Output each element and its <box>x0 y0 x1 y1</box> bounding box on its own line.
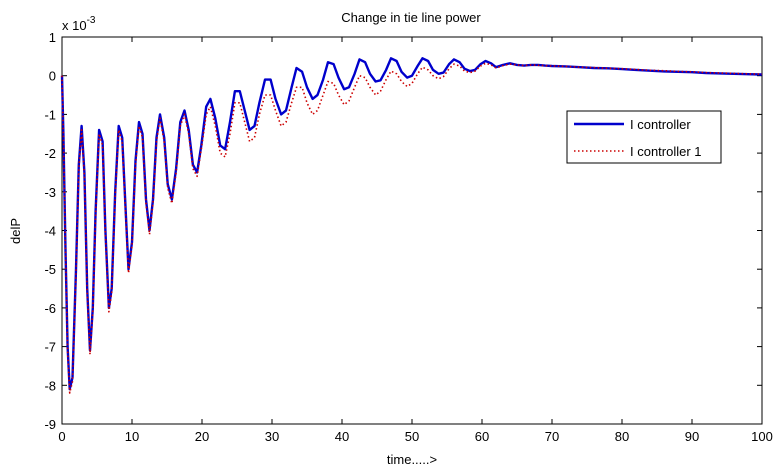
x-tick-label: 60 <box>475 429 489 444</box>
y-tick-label: 0 <box>49 69 56 84</box>
x-tick-label: 20 <box>195 429 209 444</box>
y-ticks: 1 0 -1 -2 -3 -4 -5 -6 -7 -8 -9 <box>44 30 762 432</box>
x-tick-label: 30 <box>265 429 279 444</box>
x-axis-label: time.....> <box>387 452 437 467</box>
y-multiplier-base: x 10 <box>62 18 87 33</box>
x-tick-label: 0 <box>58 429 65 444</box>
y-tick-label: 1 <box>49 30 56 45</box>
x-tick-label: 70 <box>545 429 559 444</box>
y-multiplier-exponent: -3 <box>87 15 96 26</box>
x-tick-label: 80 <box>615 429 629 444</box>
y-tick-label: -9 <box>44 417 56 432</box>
x-tick-label: 10 <box>125 429 139 444</box>
chart-title: Change in tie line power <box>341 10 481 25</box>
x-tick-label: 40 <box>335 429 349 444</box>
y-axis-label: delP <box>8 218 23 244</box>
y-tick-label: -8 <box>44 378 56 393</box>
y-tick-label: -1 <box>44 107 56 122</box>
y-tick-label: -3 <box>44 185 56 200</box>
y-tick-label: -2 <box>44 146 56 161</box>
y-tick-label: -4 <box>44 224 56 239</box>
x-ticks: 0 10 20 30 40 50 60 70 80 90 100 <box>58 37 773 444</box>
series-line-i-controller-1 <box>61 62 763 394</box>
legend-label-i-controller-1: I controller 1 <box>630 144 702 159</box>
y-tick-label: -5 <box>44 262 56 277</box>
x-tick-label: 90 <box>685 429 699 444</box>
x-tick-label: 50 <box>405 429 419 444</box>
y-tick-label: -6 <box>44 301 56 316</box>
x-tick-label: 100 <box>751 429 773 444</box>
legend: I controller I controller 1 <box>566 110 722 164</box>
plot-area <box>61 36 763 425</box>
y-tick-label: -7 <box>44 340 56 355</box>
series-group <box>60 57 763 394</box>
y-multiplier: x 10-3 <box>62 15 96 33</box>
legend-label-i-controller: I controller <box>630 117 691 132</box>
legend-box <box>566 110 722 164</box>
